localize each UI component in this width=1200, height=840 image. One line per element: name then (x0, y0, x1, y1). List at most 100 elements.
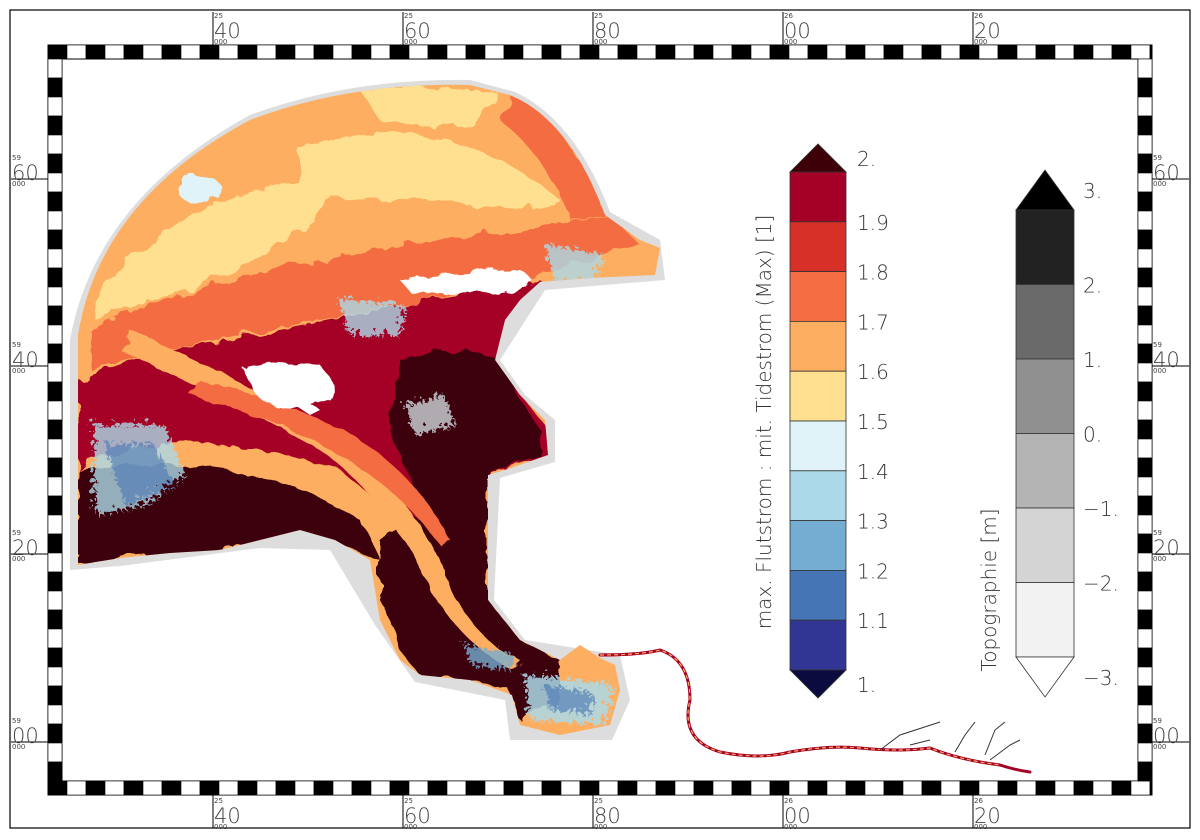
border-segment (47, 476, 63, 497)
border-segment (47, 210, 63, 231)
border-segment (1137, 305, 1153, 326)
border-segment (389, 44, 410, 60)
colorbar-tick-label: 2. (857, 147, 876, 171)
border-segment (522, 44, 543, 60)
colorbar-under-arrow (789, 669, 847, 699)
border-segment (503, 780, 524, 796)
border-segment (826, 780, 847, 796)
border-segment (427, 780, 448, 796)
border-segment (1137, 191, 1153, 212)
checkered-border-top (47, 44, 1153, 782)
border-segment (1035, 44, 1056, 60)
border-segment (1149, 780, 1153, 796)
border-segment (1137, 571, 1153, 592)
border-segment (47, 134, 63, 155)
border-segment (446, 780, 467, 796)
border-segment (47, 666, 63, 687)
border-segment (180, 780, 201, 796)
colorbar-tick-label: 1.4 (857, 460, 889, 484)
border-segment (123, 780, 144, 796)
border-segment (522, 780, 543, 796)
checkered-border-left (47, 58, 63, 782)
border-segment (1137, 666, 1153, 687)
border-segment (47, 96, 63, 117)
border-segment (541, 44, 562, 60)
border-segment (123, 44, 144, 60)
border-segment (1054, 780, 1075, 796)
border-segment (408, 44, 429, 60)
border-segment (1137, 761, 1153, 782)
border-segment (940, 44, 961, 60)
border-segment (47, 267, 63, 288)
border-segment (579, 780, 600, 796)
svg-text:000: 000 (214, 38, 227, 46)
checkered-border-bottom (47, 780, 1153, 796)
colorbar-over-arrow (1015, 169, 1075, 211)
border-segment (1137, 533, 1153, 554)
border-segment (1137, 400, 1153, 421)
border-segment (47, 153, 63, 174)
border-segment (864, 44, 885, 60)
svg-text:000: 000 (1153, 367, 1166, 375)
border-segment (1137, 495, 1153, 516)
border-segment (769, 44, 790, 60)
svg-text:59: 59 (1153, 154, 1162, 162)
border-segment (1137, 77, 1153, 98)
border-segment (47, 229, 63, 250)
border-segment (617, 780, 638, 796)
border-segment (731, 780, 752, 796)
colorbar-segment (789, 221, 847, 273)
colorbar-segment (789, 470, 847, 521)
svg-text:60: 60 (1153, 161, 1180, 185)
colorbar-tick-label: 1.1 (857, 609, 889, 633)
border-segment (503, 44, 524, 60)
border-segment (712, 44, 733, 60)
svg-text:25: 25 (404, 797, 413, 805)
border-segment (959, 780, 980, 796)
border-segment (161, 44, 182, 60)
svg-text:25: 25 (404, 12, 413, 20)
colorbar-tick-label: 1.5 (857, 410, 889, 434)
border-segment (446, 44, 467, 60)
svg-text:000: 000 (12, 555, 25, 563)
tributary-lines (879, 721, 1021, 761)
border-segment (332, 780, 353, 796)
border-segment (883, 44, 904, 60)
border-segment (1137, 286, 1153, 307)
svg-text:59: 59 (12, 341, 21, 349)
border-segment (142, 44, 163, 60)
colorbar-tick-label: 1.6 (857, 360, 889, 384)
colorbar-segment (789, 370, 847, 422)
colorbar-tick-label: 1.7 (857, 310, 889, 334)
border-segment (313, 44, 334, 60)
border-segment (1137, 115, 1153, 136)
border-segment (47, 647, 63, 668)
border-segment (351, 44, 372, 60)
colorbar-over-arrow (789, 143, 847, 173)
border-segment (560, 780, 581, 796)
border-segment (655, 44, 676, 60)
border-segment (1137, 172, 1153, 193)
svg-text:40: 40 (214, 19, 241, 43)
border-segment (1149, 44, 1153, 60)
border-segment (693, 780, 714, 796)
svg-text:000: 000 (1153, 743, 1166, 751)
svg-text:60: 60 (404, 804, 431, 828)
svg-text:00: 00 (12, 724, 39, 748)
border-segment (47, 286, 63, 307)
colorbar-segment (1015, 284, 1075, 360)
border-segment (47, 457, 63, 478)
border-segment (47, 552, 63, 573)
svg-text:25: 25 (594, 797, 603, 805)
border-segment (1137, 267, 1153, 288)
border-segment (807, 44, 828, 60)
colorbar-segment (789, 171, 847, 223)
border-segment (921, 44, 942, 60)
border-segment (1137, 514, 1153, 535)
